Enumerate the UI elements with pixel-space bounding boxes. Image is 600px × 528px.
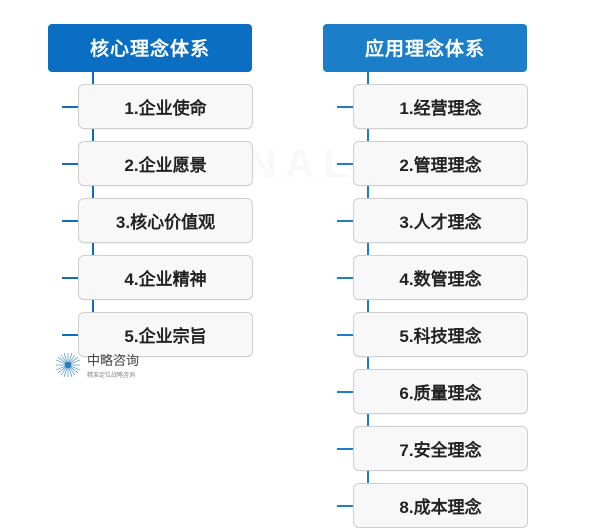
item-box: 4.数管理念 [353,255,528,300]
right-column: 应用理念体系 1.经营理念 2.管理理念 3.人才理念 4.数管理念 5.科技理念 6.质… [323,24,528,528]
connector-line [62,334,78,336]
right-items: 1.经营理念 2.管理理念 3.人才理念 4.数管理念 5.科技理念 6.质量理念 7.安全… [353,72,528,528]
item-box: 7.安全理念 [353,426,528,471]
logo: 中略咨询 精准定位战略咨询 [55,350,139,379]
item-box: 2.管理理念 [353,141,528,186]
list-item: 1.经营理念 [353,72,528,129]
list-item: 2.企业愿景 [78,129,253,186]
connector-line [337,334,353,336]
list-item: 6.质量理念 [353,357,528,414]
left-column: 核心理念体系 1.企业使命 2.企业愿景 3.核心价值观 4.企业精神5.企业宗旨 [48,24,253,528]
list-item: 3.核心价值观 [78,186,253,243]
logo-subtext: 精准定位战略咨询 [87,370,139,379]
item-box: 4.企业精神 [78,255,253,300]
list-item: 1.企业使命 [78,72,253,129]
list-item: 8.成本理念 [353,471,528,528]
item-box: 2.企业愿景 [78,141,253,186]
item-box: 1.经营理念 [353,84,528,129]
connector-line [62,106,78,108]
item-box: 6.质量理念 [353,369,528,414]
logo-burst-icon [55,352,81,378]
left-header: 核心理念体系 [48,24,252,72]
list-item: 4.数管理念 [353,243,528,300]
list-item: 3.人才理念 [353,186,528,243]
connector-line [62,163,78,165]
right-header: 应用理念体系 [323,24,527,72]
list-item: 2.管理理念 [353,129,528,186]
item-box: 3.核心价值观 [78,198,253,243]
item-box: 5.科技理念 [353,312,528,357]
logo-text-block: 中略咨询 精准定位战略咨询 [87,350,139,379]
connector-line [337,277,353,279]
logo-text: 中略咨询 [87,350,139,369]
left-items: 1.企业使命 2.企业愿景 3.核心价值观 4.企业精神5.企业宗旨 [78,72,253,357]
connector-line [62,220,78,222]
list-item: 7.安全理念 [353,414,528,471]
connector-line [337,505,353,507]
connector-line [337,106,353,108]
diagram-columns: 核心理念体系 1.企业使命 2.企业愿景 3.核心价值观 4.企业精神5.企业宗旨 应… [0,0,600,528]
connector-line [337,163,353,165]
connector-line [337,448,353,450]
list-item: 5.企业宗旨 [78,300,253,357]
item-box: 8.成本理念 [353,483,528,528]
connector-line [337,220,353,222]
list-item: 4.企业精神 [78,243,253,300]
item-box: 1.企业使命 [78,84,253,129]
connector-line [337,391,353,393]
connector-line [62,277,78,279]
item-box: 3.人才理念 [353,198,528,243]
list-item: 5.科技理念 [353,300,528,357]
